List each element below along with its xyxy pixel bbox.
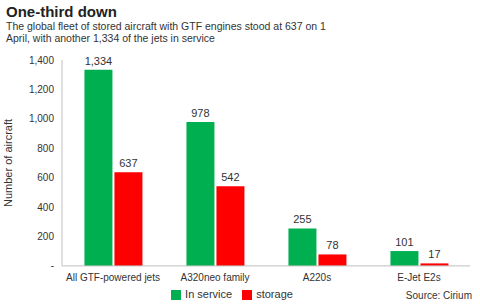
svg-text:1,400: 1,400 (29, 55, 54, 66)
html-text:storage: storage (256, 287, 293, 300)
svg-text:1,000: 1,000 (29, 113, 54, 124)
svg-text:255: 255 (293, 213, 311, 225)
svg-text:17: 17 (428, 248, 440, 260)
svg-text:-: - (51, 260, 54, 271)
svg-text:978: 978 (191, 107, 209, 119)
svg-text:A320neo family: A320neo family (181, 272, 250, 283)
svg-text:800: 800 (37, 143, 54, 154)
svg-text:600: 600 (37, 172, 54, 183)
html-text:In service: In service (185, 287, 233, 300)
svg-text:101: 101 (395, 236, 413, 248)
svg-text:78: 78 (326, 239, 338, 251)
svg-text:E-Jet E2s: E-Jet E2s (397, 272, 440, 283)
svg-text:542: 542 (221, 171, 239, 183)
svg-text:All GTF-powered jets: All GTF-powered jets (66, 272, 160, 283)
svg-text:400: 400 (37, 202, 54, 213)
svg-text:200: 200 (37, 231, 54, 242)
svg-text:1,200: 1,200 (29, 84, 54, 95)
html-text:The global fleet of stored air: The global fleet of stored aircraft with… (6, 20, 326, 44)
svg-text:1,334: 1,334 (85, 55, 113, 67)
svg-text:637: 637 (119, 157, 137, 169)
svg-text:Number of aircraft: Number of aircraft (8, 119, 14, 207)
html-text:Source: Cirium: Source: Cirium (405, 290, 472, 301)
svg-text:A220s: A220s (303, 272, 331, 283)
html-text:One-third down: One-third down (6, 3, 117, 20)
